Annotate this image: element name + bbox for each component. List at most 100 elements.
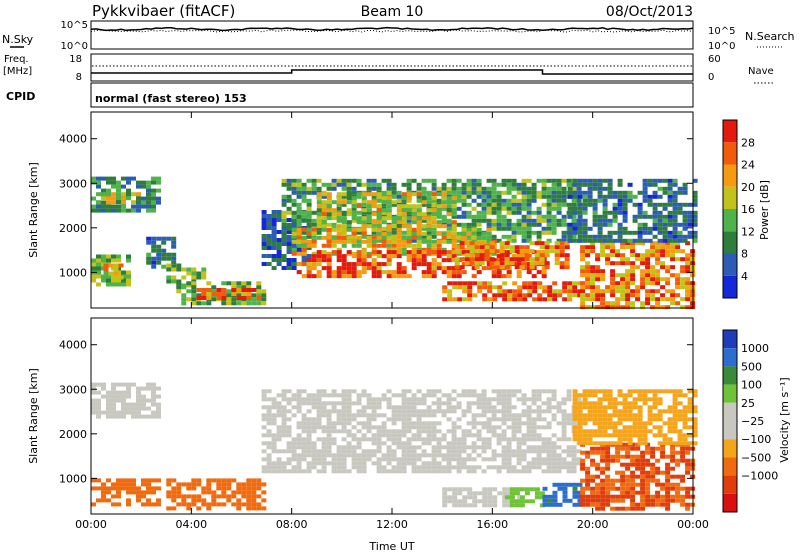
heatmap-cell [590,450,596,455]
heatmap-cell [281,465,287,470]
heatmap-cell [291,227,297,232]
heatmap-cell [660,293,666,298]
heatmap-cell [531,186,537,191]
heatmap-cell [431,258,437,263]
heatmap-cell [361,393,367,398]
heatmap-cell [585,245,591,250]
heatmap-cell [116,478,121,483]
heatmap-cell [366,239,372,244]
heatmap-cell [687,417,693,422]
heatmap-cell [481,190,487,195]
heatmap-cell [551,202,557,207]
heatmap-cell [474,257,480,262]
heatmap-cell [451,235,457,240]
heatmap-cell [336,258,342,263]
heatmap-cell [316,204,322,209]
heatmap-cell [266,226,272,230]
heatmap-cell [116,394,121,399]
heatmap-cell [386,445,392,450]
heatmap-cell [121,482,126,487]
heatmap-cell [499,253,505,258]
heatmap-cell [136,406,141,411]
heatmap-cell [682,425,688,430]
heatmap-cell [101,394,106,399]
heatmap-cell [411,250,417,255]
heatmap-cell [421,453,427,458]
power-heatmap [91,176,698,310]
heatmap-cell [331,182,337,187]
heatmap-cell [126,278,131,283]
heatmap-cell [682,409,688,414]
heatmap-cell [401,421,407,426]
heatmap-cell [296,389,302,394]
heatmap-cell [630,478,636,483]
heatmap-cell [356,243,362,248]
heatmap-cell [650,478,656,483]
heatmap-cell [630,498,636,503]
heatmap-cell [457,285,463,290]
heatmap-cell [311,461,317,466]
heatmap-cell [486,397,492,402]
heatmap-cell [610,269,616,274]
heatmap-cell [91,180,96,185]
heatmap-cell [509,495,515,500]
heatmap-cell [461,389,467,394]
heatmap-cell [635,454,641,459]
heatmap-cell [617,230,623,235]
heatmap-cell [221,486,227,491]
heatmap-cell [491,405,497,410]
heatmap-cell [361,409,367,414]
heatmap-cell [645,498,651,503]
heatmap-cell [640,257,646,262]
heatmap-cell [571,445,577,450]
heatmap-cell [466,186,472,191]
heatmap-cell [106,254,111,259]
heatmap-cell [652,397,658,402]
heatmap-cell [401,405,407,410]
heatmap-cell [176,486,182,491]
heatmap-cell [471,178,477,183]
heatmap-cell [511,254,517,259]
heatmap-cell [617,437,623,442]
heatmap-cell [452,285,458,290]
heatmap-cell [496,190,502,195]
heatmap-cell [685,281,691,286]
heatmap-cell [567,222,573,227]
heatmap-cell [672,226,678,231]
heatmap-cell [645,301,651,306]
heatmap-cell [650,502,656,507]
heatmap-cell [411,425,417,430]
heatmap-cell [106,258,111,263]
heatmap-cell [476,194,482,199]
heatmap-cell [556,453,562,458]
heatmap-cell [551,441,557,446]
heatmap-cell [436,469,442,474]
colorbar-tick-label: 25 [741,397,755,410]
heatmap-cell [630,305,636,310]
heatmap-cell [271,401,277,406]
colorbar-tick-label: 8 [741,248,748,261]
heatmap-cell [116,180,121,185]
heatmap-cell [471,413,477,418]
heatmap-cell [221,288,227,292]
heatmap-cell [672,441,678,446]
heatmap-cell [316,262,322,267]
heatmap-cell [627,425,633,430]
heatmap-cell [281,194,287,199]
heatmap-cell [111,184,116,189]
heatmap-cell [446,429,452,434]
heatmap-cell [504,495,510,500]
heatmap-cell [431,453,437,458]
heatmap-cell [371,192,377,197]
heatmap-cell [572,393,578,398]
heatmap-cell [677,206,683,211]
heatmap-cell [276,258,282,262]
heatmap-cell [665,281,671,286]
heatmap-cell [667,437,673,442]
heatmap-cell [371,247,377,252]
colorbar-tick-label: 12 [741,225,755,238]
heatmap-cell [489,265,495,270]
heatmap-cell [642,425,648,430]
heatmap-cell [301,243,307,248]
heatmap-cell [266,405,272,410]
